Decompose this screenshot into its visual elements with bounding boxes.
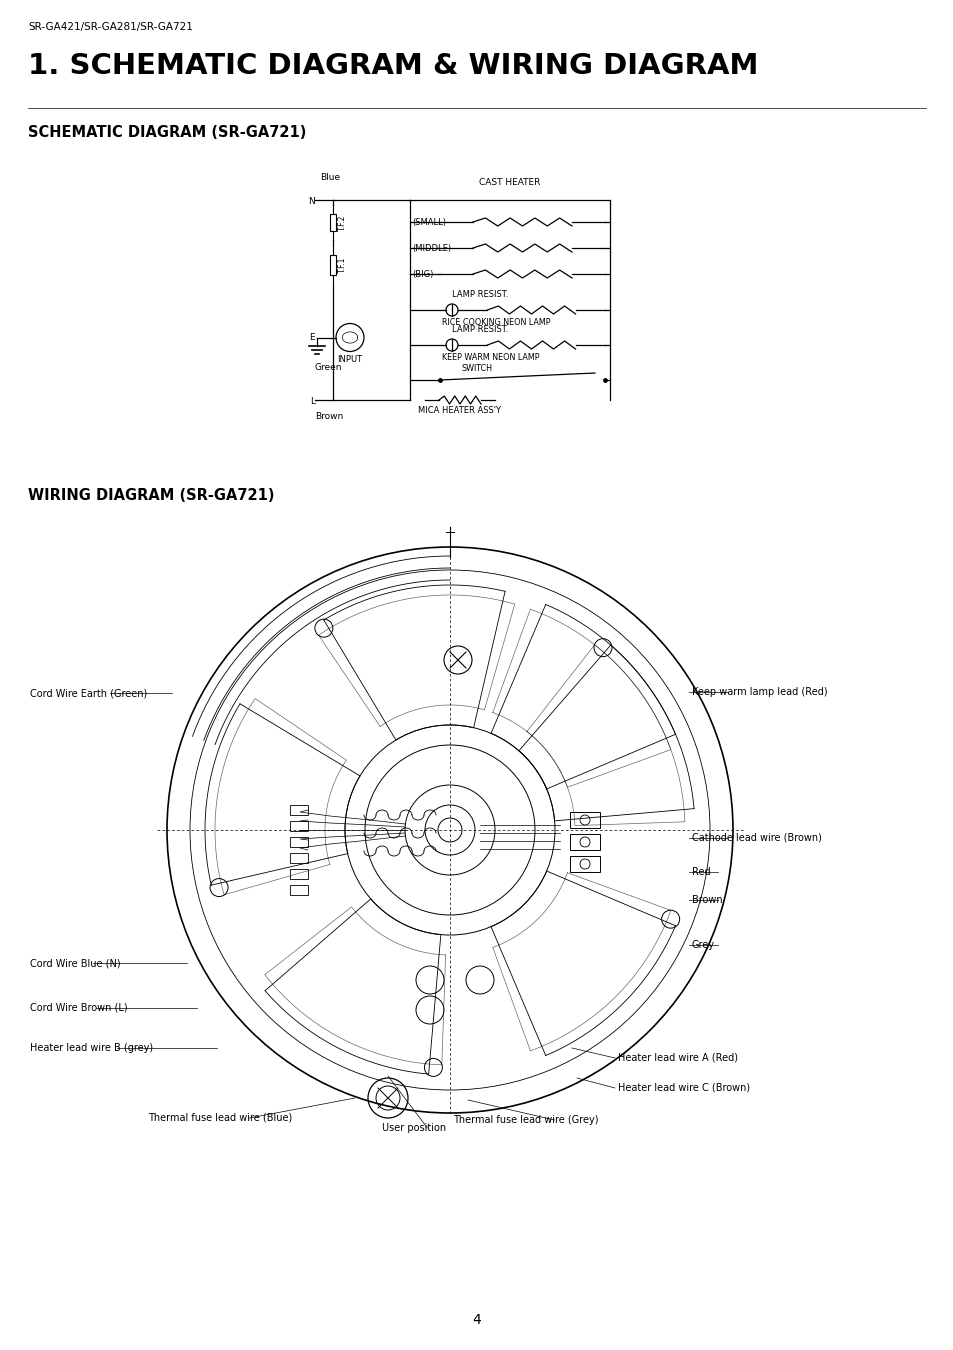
Text: Thermal fuse lead wire (Grey): Thermal fuse lead wire (Grey) (453, 1115, 598, 1125)
Text: WIRING DIAGRAM (SR-GA721): WIRING DIAGRAM (SR-GA721) (28, 487, 274, 504)
Text: RICE COOKING NEON LAMP: RICE COOKING NEON LAMP (441, 319, 550, 327)
Text: 1. SCHEMATIC DIAGRAM & WIRING DIAGRAM: 1. SCHEMATIC DIAGRAM & WIRING DIAGRAM (28, 53, 758, 80)
Bar (290, 886, 308, 895)
Text: Heater lead wire B (grey): Heater lead wire B (grey) (30, 1044, 153, 1053)
Bar (290, 853, 308, 863)
Text: N: N (308, 197, 314, 205)
Text: Brown: Brown (691, 895, 721, 905)
Text: E: E (309, 333, 314, 342)
Text: (SMALL): (SMALL) (412, 217, 446, 227)
Text: CAST HEATER: CAST HEATER (478, 178, 540, 188)
Text: Cord Wire Earth (Green): Cord Wire Earth (Green) (30, 688, 147, 698)
Text: Heater lead wire A (Red): Heater lead wire A (Red) (618, 1053, 738, 1062)
Text: SR-GA421/SR-GA281/SR-GA721: SR-GA421/SR-GA281/SR-GA721 (28, 22, 193, 32)
Text: Thermal fuse lead wire (Blue): Thermal fuse lead wire (Blue) (148, 1112, 292, 1123)
Text: Grey: Grey (691, 940, 714, 950)
Text: L: L (310, 397, 314, 405)
Text: Cord Wire Blue (N): Cord Wire Blue (N) (30, 958, 120, 968)
Text: Cord Wire Brown (L): Cord Wire Brown (L) (30, 1003, 128, 1012)
Bar (290, 805, 308, 815)
Text: 4: 4 (472, 1314, 481, 1327)
Text: SCHEMATIC DIAGRAM (SR-GA721): SCHEMATIC DIAGRAM (SR-GA721) (28, 126, 306, 140)
Text: (BIG): (BIG) (412, 270, 433, 278)
Text: Blue: Blue (319, 173, 340, 182)
Text: Green: Green (314, 363, 342, 373)
Text: Brown: Brown (314, 412, 343, 421)
Bar (330, 255, 335, 275)
Text: INPUT: INPUT (337, 355, 362, 363)
Text: MICA HEATER ASS'Y: MICA HEATER ASS'Y (418, 406, 501, 414)
Bar (569, 811, 599, 828)
Bar (290, 821, 308, 832)
Text: Cathode lead wire (Brown): Cathode lead wire (Brown) (691, 833, 821, 842)
Text: T.F.1: T.F.1 (337, 256, 347, 273)
Text: KEEP WARM NEON LAMP: KEEP WARM NEON LAMP (441, 352, 539, 362)
Text: LAMP RESIST.: LAMP RESIST. (452, 325, 508, 333)
Text: User position: User position (381, 1123, 446, 1133)
Text: LAMP RESIST.: LAMP RESIST. (452, 290, 508, 298)
Text: Red: Red (691, 867, 710, 878)
Bar (290, 869, 308, 879)
Bar (330, 213, 335, 231)
Text: T.F.2: T.F.2 (337, 215, 347, 231)
Text: SWITCH: SWITCH (461, 364, 493, 373)
Bar (569, 856, 599, 872)
Text: Heater lead wire C (Brown): Heater lead wire C (Brown) (618, 1083, 749, 1094)
Bar (569, 834, 599, 850)
Bar (290, 837, 308, 846)
Text: Keep warm lamp lead (Red): Keep warm lamp lead (Red) (691, 687, 827, 697)
Text: (MIDDLE): (MIDDLE) (412, 243, 451, 252)
